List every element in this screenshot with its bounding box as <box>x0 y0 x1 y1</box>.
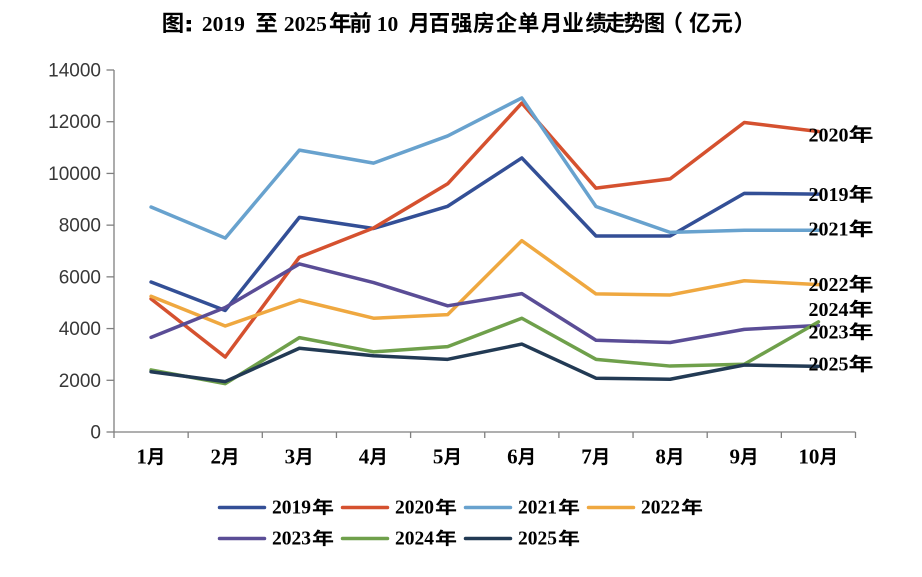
svg-text:10000: 10000 <box>48 164 101 185</box>
svg-text:7: 7 <box>581 445 592 469</box>
svg-text:4000: 4000 <box>59 319 101 340</box>
svg-text:10: 10 <box>377 12 399 36</box>
svg-text:0: 0 <box>90 423 101 444</box>
svg-text:12000: 12000 <box>48 112 101 133</box>
svg-text:2: 2 <box>210 445 221 469</box>
svg-text:2019: 2019 <box>809 184 849 206</box>
svg-text:6000: 6000 <box>59 267 101 288</box>
svg-text:2019: 2019 <box>272 498 311 519</box>
svg-text:8000: 8000 <box>59 216 101 237</box>
svg-text:3: 3 <box>285 445 296 469</box>
svg-text:2021: 2021 <box>518 498 557 519</box>
svg-text:14000: 14000 <box>48 61 101 82</box>
svg-text:4: 4 <box>359 445 370 469</box>
svg-text:2021: 2021 <box>809 219 849 241</box>
svg-text:2023: 2023 <box>272 529 311 550</box>
svg-text:5: 5 <box>433 445 444 469</box>
svg-text:2020: 2020 <box>395 498 434 519</box>
svg-text:2022: 2022 <box>641 498 680 519</box>
svg-text:2025: 2025 <box>518 529 557 550</box>
svg-text:1: 1 <box>136 445 147 469</box>
svg-text:2025: 2025 <box>284 12 327 36</box>
svg-text:2020: 2020 <box>809 124 849 146</box>
svg-text:2024: 2024 <box>809 299 849 321</box>
svg-text:2019: 2019 <box>202 12 245 36</box>
svg-text:2000: 2000 <box>59 371 101 392</box>
svg-text:6: 6 <box>507 445 517 469</box>
svg-text:2024: 2024 <box>395 529 434 550</box>
svg-text:2022: 2022 <box>809 274 849 296</box>
svg-text:2023: 2023 <box>809 322 849 344</box>
svg-text:9: 9 <box>730 445 741 469</box>
svg-text:8: 8 <box>655 445 666 469</box>
svg-text:10: 10 <box>798 445 819 469</box>
svg-text:2025: 2025 <box>809 354 849 376</box>
